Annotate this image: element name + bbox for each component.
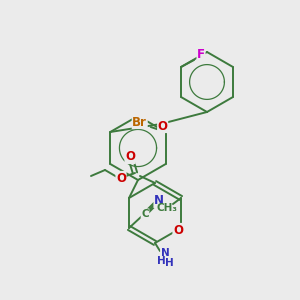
Text: F: F <box>197 49 205 62</box>
Text: N: N <box>160 248 169 258</box>
Text: C: C <box>141 209 149 219</box>
Text: H: H <box>165 258 173 268</box>
Text: O: O <box>158 119 168 133</box>
Text: H: H <box>157 256 165 266</box>
Text: O: O <box>173 224 183 236</box>
Text: N: N <box>154 194 164 208</box>
Text: Br: Br <box>132 116 147 128</box>
Text: O: O <box>125 151 135 164</box>
Text: O: O <box>116 172 126 184</box>
Text: CH₃: CH₃ <box>157 203 178 213</box>
